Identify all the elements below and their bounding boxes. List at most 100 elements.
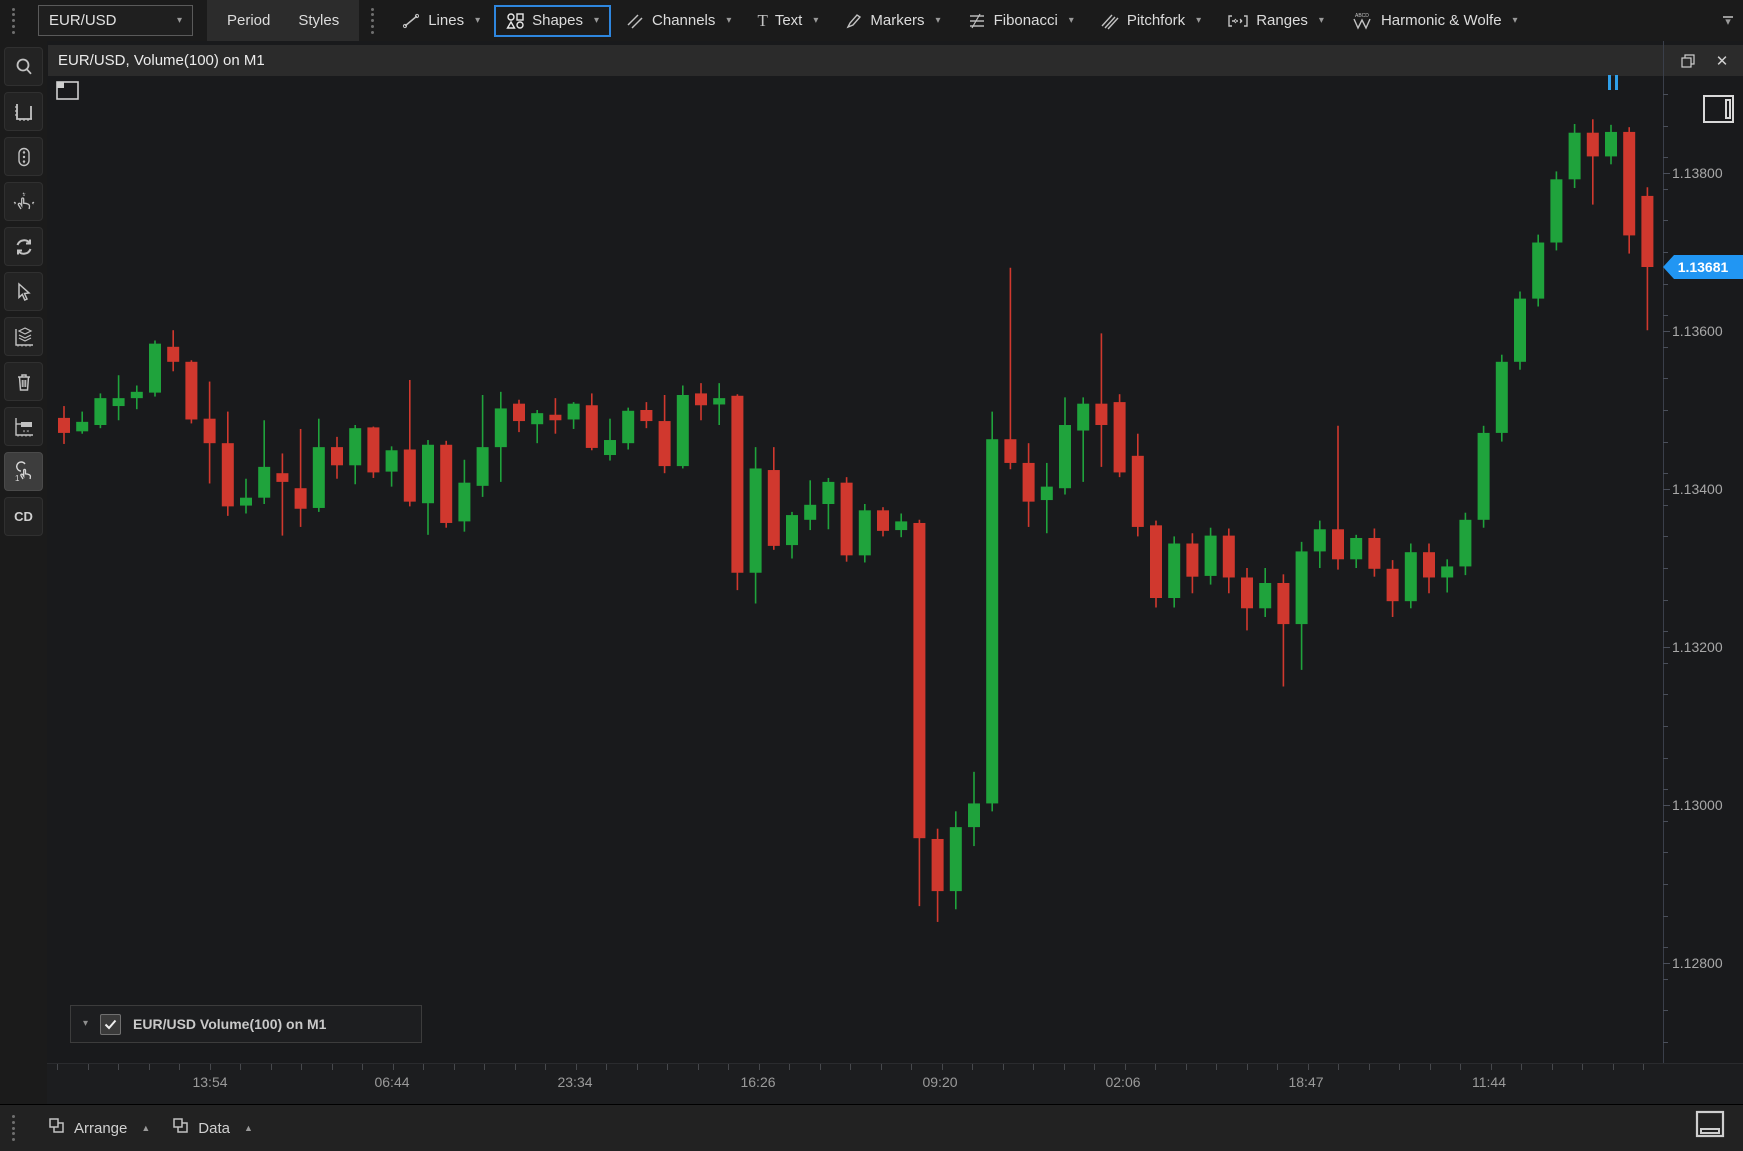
period-button[interactable]: Period bbox=[227, 12, 271, 29]
symbol-dropdown[interactable]: EUR/USD ▾ bbox=[38, 5, 193, 36]
markers-label: Markers bbox=[870, 12, 925, 29]
candle-body bbox=[367, 427, 380, 473]
fibonacci-tool-button[interactable]: Fibonacci ▾ bbox=[955, 5, 1086, 37]
toolbar-drag-handle[interactable] bbox=[6, 6, 20, 36]
price-axis-minor-tick bbox=[1663, 884, 1668, 885]
candle-body bbox=[585, 405, 598, 448]
time-axis-tick bbox=[270, 1064, 272, 1070]
harmonic-wolfe-tool-button[interactable]: ABCD Harmonic & Wolfe ▾ bbox=[1338, 4, 1530, 38]
time-axis-tick bbox=[728, 1064, 729, 1070]
candle-body bbox=[1022, 462, 1035, 502]
text-tool-button[interactable]: T Text ▾ bbox=[745, 4, 830, 38]
candle-body bbox=[1441, 566, 1454, 578]
chevron-up-icon: ▲ bbox=[243, 1123, 253, 1133]
close-icon[interactable]: ✕ bbox=[1715, 52, 1729, 70]
chart-depth-button[interactable]: CD bbox=[4, 497, 43, 536]
current-price-badge: 1.13681 bbox=[1663, 255, 1743, 279]
axis-label-button[interactable]: ▾ ✕ bbox=[4, 407, 43, 446]
monitor-icon[interactable] bbox=[1695, 1110, 1725, 1143]
legend-checkbox[interactable] bbox=[100, 1013, 122, 1035]
chart-layout-icon[interactable] bbox=[56, 81, 80, 101]
chevron-down-icon[interactable]: ▾ bbox=[83, 1018, 89, 1029]
price-axis-minor-tick bbox=[1663, 694, 1668, 696]
time-axis-tick bbox=[1063, 1064, 1065, 1070]
price-axis-minor-tick bbox=[1663, 536, 1668, 538]
restore-window-icon[interactable] bbox=[1675, 50, 1701, 72]
arrange-button[interactable]: Arrange ▲ bbox=[48, 1117, 150, 1140]
pan-hand-icon bbox=[12, 190, 36, 214]
refresh-icon bbox=[13, 236, 35, 258]
chevron-up-icon: ▲ bbox=[141, 1123, 151, 1133]
candle-body bbox=[786, 515, 798, 546]
cursor-select-button[interactable] bbox=[4, 272, 43, 311]
shapes-label: Shapes bbox=[532, 12, 583, 29]
time-axis-tick bbox=[423, 1064, 424, 1070]
side-panel-toggle-icon[interactable] bbox=[1703, 95, 1735, 124]
price-axis-minor-tick bbox=[1663, 947, 1668, 949]
one-click-mode-button[interactable]: 1 bbox=[4, 452, 43, 491]
symbol-label: EUR/USD bbox=[49, 12, 117, 29]
delete-button[interactable] bbox=[4, 362, 43, 401]
candle-body bbox=[1040, 486, 1053, 501]
scroll-mode-button[interactable] bbox=[4, 137, 43, 176]
candle-body bbox=[1514, 298, 1526, 362]
pause-indicator-icon[interactable] bbox=[1608, 75, 1618, 90]
time-axis-tick bbox=[1551, 1064, 1553, 1070]
time-axis-tick bbox=[1399, 1064, 1400, 1070]
data-button[interactable]: Data ▲ bbox=[172, 1117, 253, 1140]
shapes-tool-button[interactable]: Shapes ▾ bbox=[494, 4, 612, 37]
fibonacci-icon bbox=[967, 12, 987, 30]
price-axis-minor-tick bbox=[1663, 757, 1668, 759]
time-axis-label: 18:47 bbox=[1288, 1074, 1324, 1090]
markers-tool-button[interactable]: Markers ▾ bbox=[832, 5, 952, 37]
candle-body bbox=[112, 398, 125, 407]
price-axis-major-tick bbox=[1663, 331, 1670, 332]
arrange-windows-icon bbox=[48, 1117, 66, 1140]
candle-body bbox=[531, 413, 544, 425]
refresh-button[interactable] bbox=[4, 227, 43, 266]
candle-body bbox=[513, 403, 525, 422]
candle-body bbox=[1586, 132, 1599, 157]
chevron-down-icon: ▾ bbox=[1318, 14, 1324, 26]
price-axis[interactable] bbox=[1663, 41, 1664, 1065]
chevron-down-icon: ▾ bbox=[593, 14, 600, 26]
candle-body bbox=[167, 346, 180, 362]
candle-body bbox=[549, 414, 562, 421]
lines-icon bbox=[401, 12, 421, 30]
toolbar-overflow-button[interactable]: ▾ bbox=[1723, 16, 1733, 28]
time-axis-tick bbox=[1338, 1064, 1339, 1070]
candle-body bbox=[276, 473, 289, 482]
lines-tool-button[interactable]: Lines ▾ bbox=[389, 5, 492, 37]
time-axis-tick bbox=[575, 1064, 577, 1070]
layers-button[interactable] bbox=[4, 317, 43, 356]
time-axis-tick bbox=[1246, 1064, 1248, 1070]
candle-body bbox=[895, 521, 908, 531]
candle-body bbox=[58, 417, 70, 433]
toolbar-drag-handle-2[interactable] bbox=[365, 6, 379, 36]
candle-body bbox=[695, 393, 707, 406]
bottombar-drag-handle[interactable] bbox=[6, 1113, 20, 1143]
price-axis-minor-tick bbox=[1663, 220, 1668, 222]
candle-body bbox=[949, 827, 962, 892]
search-button[interactable] bbox=[4, 47, 43, 86]
channels-tool-button[interactable]: Channels ▾ bbox=[613, 5, 743, 37]
pan-mode-button[interactable] bbox=[4, 182, 43, 221]
time-axis[interactable]: 13:54 06:44 23:34 16:26 09:20 02:06 18:47 11:44 bbox=[47, 1063, 1743, 1106]
svg-text:ABCD: ABCD bbox=[1355, 13, 1369, 19]
candle-body bbox=[731, 395, 744, 573]
time-axis-label: 23:34 bbox=[557, 1074, 593, 1090]
harmonic-wolfe-label: Harmonic & Wolfe bbox=[1380, 12, 1502, 29]
price-axis-minor-tick bbox=[1663, 568, 1668, 569]
time-axis-tick bbox=[880, 1064, 882, 1070]
styles-button[interactable]: Styles bbox=[298, 12, 340, 29]
candle-body bbox=[494, 408, 507, 448]
pitchfork-tool-button[interactable]: Pitchfork ▾ bbox=[1088, 5, 1213, 37]
candle-body bbox=[1168, 543, 1181, 599]
time-axis-tick bbox=[57, 1064, 58, 1070]
chevron-down-icon: ▾ bbox=[475, 14, 481, 26]
ranges-tool-button[interactable]: Ranges ▾ bbox=[1215, 5, 1336, 37]
axis-scale-button[interactable] bbox=[4, 92, 43, 131]
price-axis-minor-tick bbox=[1663, 188, 1668, 190]
